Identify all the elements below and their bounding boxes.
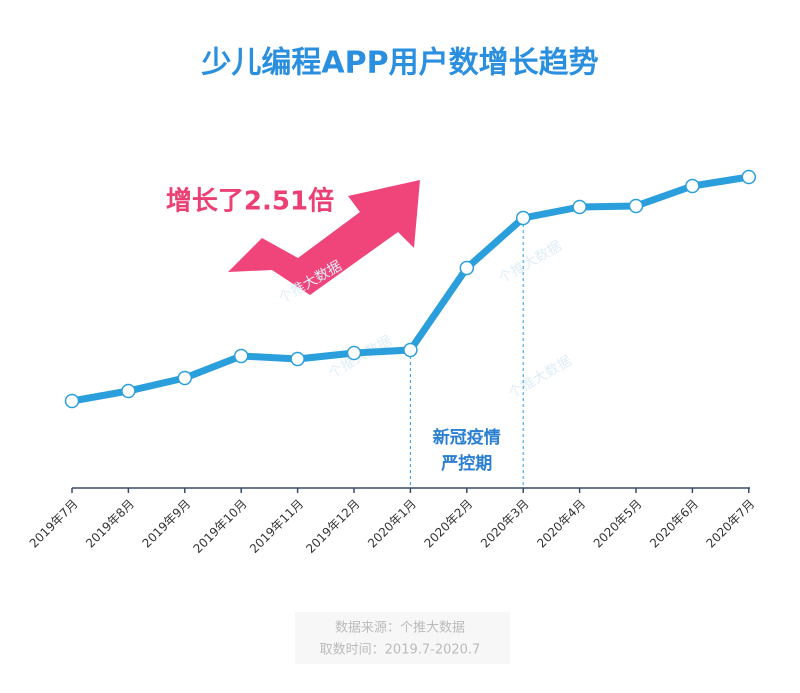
point — [64, 393, 80, 409]
point — [741, 169, 757, 185]
point — [121, 383, 136, 399]
growth-arrow — [228, 180, 420, 295]
watermark: 个推大数据 — [496, 238, 565, 287]
x-tick-label: 2020年1月 — [365, 497, 419, 551]
point — [346, 345, 362, 361]
x-tick-label: 2020年2月 — [422, 497, 476, 551]
x-tick-label: 2019年12月 — [303, 497, 362, 556]
source-text: 取数时间：2019.7-2020.7 — [320, 643, 481, 658]
source-box — [295, 612, 510, 664]
chart-title: 少儿编程APP用户数增长趋势 — [201, 46, 598, 81]
growth-annotation: 增长了2.51倍 — [166, 186, 334, 217]
x-tick-label: 2020年6月 — [647, 497, 701, 551]
point — [515, 210, 531, 226]
highlight-label: 严控期 — [441, 453, 492, 474]
source-text: 数据来源：个推大数据 — [335, 621, 465, 636]
x-tick-label: 2020年5月 — [591, 497, 645, 551]
x-tick-label: 2019年8月 — [83, 497, 137, 551]
x-tick-label: 2019年10月 — [191, 497, 250, 556]
x-tick-label: 2020年7月 — [704, 497, 758, 551]
point — [403, 342, 418, 358]
point — [685, 178, 700, 194]
point — [177, 370, 193, 386]
watermark: 个推大数据 — [506, 353, 575, 402]
x-tick-label: 2019年9月 — [140, 497, 194, 551]
x-tick-label: 2019年11月 — [247, 497, 306, 556]
point — [233, 348, 249, 364]
point — [572, 199, 587, 215]
point — [290, 351, 305, 367]
x-tick-label: 2020年3月 — [478, 497, 532, 551]
point — [628, 198, 644, 214]
highlight-label: 新冠疫情 — [433, 427, 501, 448]
x-tick-label: 2020年4月 — [534, 497, 588, 551]
x-tick-label: 2019年7月 — [27, 497, 81, 551]
point — [459, 260, 475, 276]
